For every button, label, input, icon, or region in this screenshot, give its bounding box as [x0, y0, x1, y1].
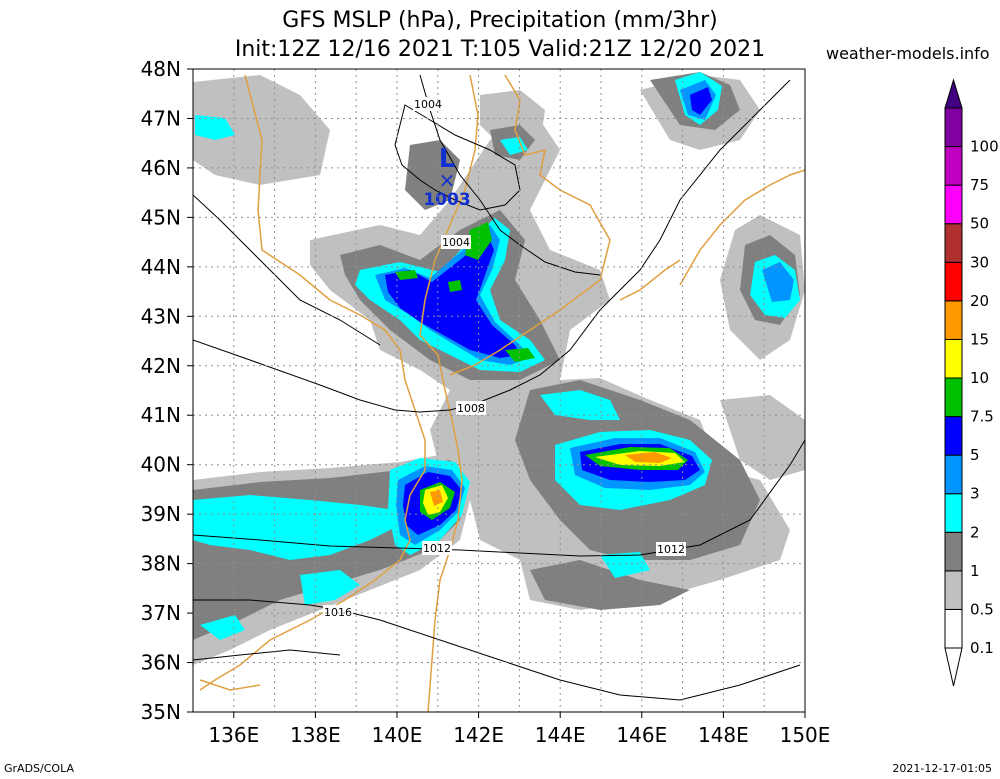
colorbar-level-label: 100 — [970, 138, 999, 156]
colorbar-level-label: 75 — [970, 176, 989, 194]
colorbar-segment — [944, 531, 963, 572]
colorbar-level-label: 10 — [970, 369, 989, 387]
lat-tick-label: 42N — [141, 354, 181, 378]
credit-label: GrADS/COLA — [4, 762, 74, 775]
longitude-labels: 136E 138E 140E 142E 144E 146E 148E 150E — [208, 712, 830, 747]
colorbar-segment — [944, 261, 963, 302]
colorbar-segment — [944, 608, 963, 649]
chart-title-line1: GFS MSLP (hPa), Precipitation (mm/3hr) — [282, 8, 718, 33]
lat-tick-label: 39N — [141, 502, 181, 526]
precip-colorbar: 0.1 0.5 1 2 3 5 7.5 10 15 20 30 50 75 100 — [944, 78, 999, 687]
lon-tick-label: 146E — [616, 723, 667, 747]
colorbar-level-label: 50 — [970, 215, 989, 233]
gridlines — [193, 69, 805, 712]
low-letter: L — [439, 144, 456, 174]
low-value: 1003 — [423, 190, 470, 210]
colorbar-segment — [944, 377, 963, 418]
lat-tick-label: 48N — [141, 57, 181, 81]
low-pressure-marker: L × 1003 — [423, 144, 470, 210]
colorbar-segment — [944, 107, 963, 148]
lat-tick-label: 45N — [141, 205, 181, 229]
colorbar-segment — [944, 223, 963, 263]
isobar-label: 1008 — [457, 402, 485, 415]
lat-tick-label: 36N — [141, 651, 181, 675]
colorbar-top-cap — [944, 78, 963, 109]
isobar-label: 1004 — [414, 98, 442, 111]
isobar-labels: 1004 1004 1008 1012 1012 1016 — [323, 97, 686, 619]
coastline-layer — [199, 74, 805, 712]
colorbar-segment — [944, 570, 963, 610]
colorbar-level-label: 1 — [970, 562, 980, 580]
colorbar-level-label: 15 — [970, 330, 989, 348]
colorbar-level-label: 0.1 — [970, 639, 994, 657]
lon-tick-label: 136E — [208, 723, 259, 747]
lon-tick-label: 142E — [453, 723, 504, 747]
lon-tick-label: 150E — [780, 723, 831, 747]
colorbar-level-label: 20 — [970, 292, 989, 310]
lat-tick-label: 43N — [141, 304, 181, 328]
colorbar-segment — [944, 338, 963, 379]
plot-frame — [192, 68, 806, 713]
latitude-labels: 48N 47N 46N 45N 44N 43N 42N 41N 40N 39N 38N 37N 36N 3… — [141, 57, 193, 724]
colorbar-segment — [944, 416, 963, 456]
isobar-label: 1012 — [657, 543, 685, 556]
lat-tick-label: 46N — [141, 156, 181, 180]
colorbar-level-label: 7.5 — [970, 408, 994, 426]
isobar-label: 1012 — [423, 542, 451, 555]
lon-tick-label: 148E — [698, 723, 749, 747]
map-plot-area: 1004 1004 1008 1012 1012 1016 L × 1003 — [193, 69, 805, 712]
site-label: weather-models.info — [826, 44, 990, 63]
low-marker-icon: × — [439, 168, 456, 192]
chart-title-line2: Init:12Z 12/16 2021 T:105 Valid:21Z 12/2… — [234, 37, 766, 62]
lat-tick-label: 44N — [141, 255, 181, 279]
colorbar-segment — [944, 184, 963, 225]
lon-tick-label: 140E — [372, 723, 423, 747]
lat-tick-label: 47N — [141, 106, 181, 130]
lat-tick-label: 37N — [141, 601, 181, 625]
colorbar-segment — [944, 146, 963, 186]
timestamp-label: 2021-12-17-01:05 — [892, 762, 992, 775]
colorbar-level-label: 3 — [970, 485, 980, 503]
colorbar-segment — [944, 300, 963, 340]
lon-tick-label: 144E — [535, 723, 586, 747]
colorbar-level-label: 2 — [970, 523, 980, 541]
lat-tick-label: 35N — [141, 700, 181, 724]
lat-tick-label: 41N — [141, 403, 181, 427]
colorbar-level-label: 30 — [970, 253, 989, 271]
lon-tick-label: 138E — [290, 723, 341, 747]
lat-tick-label: 40N — [141, 453, 181, 477]
lat-tick-label: 38N — [141, 552, 181, 576]
isobar-label: 1004 — [442, 236, 470, 249]
isobar-layer — [193, 74, 805, 701]
colorbar-segment — [944, 493, 963, 533]
isobar-label: 1016 — [324, 606, 352, 619]
colorbar-segment — [944, 454, 963, 495]
colorbar-level-label: 5 — [970, 446, 980, 464]
colorbar-level-label: 0.5 — [970, 600, 994, 618]
precip-10-layer — [430, 452, 672, 506]
colorbar-bottom-cap — [944, 647, 963, 687]
